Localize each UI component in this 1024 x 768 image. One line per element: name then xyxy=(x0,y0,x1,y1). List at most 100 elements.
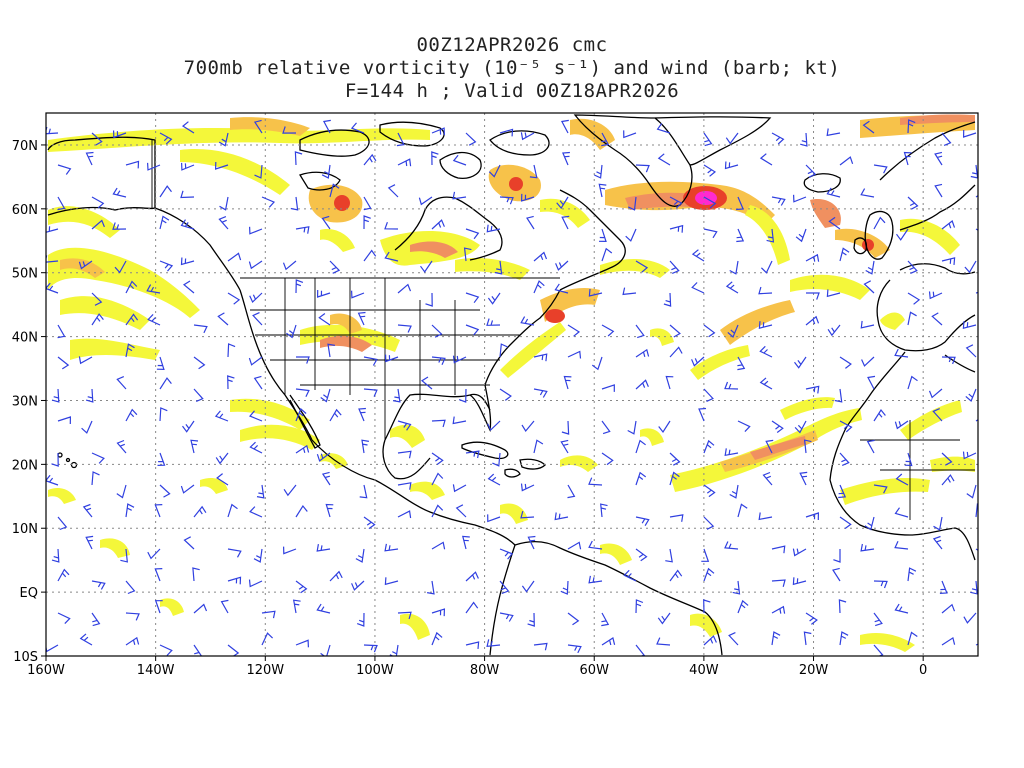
wind-barb xyxy=(392,388,401,403)
wind-barb xyxy=(384,543,399,552)
wind-barb xyxy=(601,612,610,627)
wind-barb xyxy=(635,379,649,390)
wind-barb xyxy=(941,356,956,365)
wind-barb xyxy=(320,644,331,656)
wind-barb xyxy=(214,161,229,170)
wind-barb xyxy=(941,603,956,614)
wind-barb xyxy=(183,536,195,550)
wind-barb xyxy=(294,151,303,166)
wind-barb xyxy=(227,252,242,262)
wind-barb xyxy=(828,216,841,230)
wind-barb xyxy=(159,407,168,422)
wind-barb xyxy=(567,644,582,654)
wind-barb xyxy=(703,324,716,338)
wind-barb xyxy=(657,612,671,625)
wind-barb xyxy=(125,636,140,646)
wind-barb xyxy=(431,541,446,550)
wind-barb xyxy=(125,343,135,358)
wind-barb xyxy=(384,221,399,230)
wind-barb xyxy=(962,321,977,329)
wind-barb xyxy=(863,280,875,294)
wind-barb xyxy=(492,452,501,467)
wind-barb xyxy=(931,312,943,326)
wind-barb xyxy=(214,410,229,422)
wind-barb xyxy=(792,548,807,557)
wind-barb xyxy=(253,375,263,390)
wind-barb xyxy=(125,612,140,621)
wind-barb xyxy=(486,639,501,647)
wind-barb xyxy=(561,215,570,230)
wind-barb xyxy=(894,348,909,358)
wind-barb xyxy=(561,420,570,435)
x-tick-label: 20W xyxy=(799,663,829,678)
wind-barb xyxy=(216,473,229,486)
wind-barb xyxy=(452,191,467,200)
wind-barb xyxy=(803,439,812,454)
wind-barb xyxy=(363,356,378,366)
wind-barb xyxy=(46,282,59,294)
wind-barb xyxy=(295,279,304,294)
wind-barb xyxy=(907,292,921,305)
wind-barb xyxy=(295,580,308,594)
wind-barb xyxy=(452,355,467,364)
wind-barb xyxy=(420,376,433,390)
y-tick-label: EQ xyxy=(20,586,38,601)
wind-barb xyxy=(928,291,943,300)
wind-barb xyxy=(703,164,717,177)
wind-barb xyxy=(724,161,739,170)
wind-barb xyxy=(873,408,886,422)
wind-barb xyxy=(351,290,365,299)
wind-barb xyxy=(601,452,614,466)
wind-barb xyxy=(567,350,582,359)
wind-barb xyxy=(669,471,680,486)
wind-barb xyxy=(737,356,746,371)
wind-barb xyxy=(839,156,854,166)
wind-barb xyxy=(218,132,229,147)
wind-barb xyxy=(560,119,569,134)
wind-barb xyxy=(703,388,714,402)
wind-barb xyxy=(431,608,446,617)
wind-barb xyxy=(220,599,229,614)
vorticity-shading xyxy=(48,114,975,652)
wind-barb xyxy=(396,132,405,147)
wind-barb xyxy=(431,472,444,486)
wind-barb xyxy=(839,356,852,369)
wind-barb xyxy=(316,452,331,462)
wind-barb xyxy=(431,219,445,230)
wind-barb xyxy=(91,219,105,230)
wind-barb xyxy=(499,612,514,622)
wind-barb xyxy=(321,164,331,179)
wind-barb xyxy=(635,439,646,454)
wind-barb xyxy=(635,348,650,358)
wind-barb xyxy=(431,452,444,465)
wind-barb xyxy=(598,183,607,198)
wind-barb xyxy=(455,504,467,518)
wind-barb xyxy=(873,644,884,656)
wind-barb xyxy=(193,505,207,518)
wind-barb xyxy=(295,388,310,398)
wind-barb xyxy=(560,439,569,454)
wind-barb xyxy=(554,512,569,521)
wind-barb xyxy=(701,548,710,562)
wind-barb xyxy=(759,153,773,166)
wind-barb xyxy=(635,471,647,486)
wind-barb xyxy=(91,580,106,590)
wind-barb xyxy=(125,313,139,326)
wind-barb xyxy=(737,599,749,614)
wind-barb xyxy=(656,123,671,134)
wind-barb xyxy=(282,126,297,134)
wind-barb xyxy=(860,543,875,552)
wind-barb xyxy=(805,164,817,178)
wind-barb xyxy=(771,420,784,433)
wind-barb xyxy=(567,484,576,499)
wind-barb xyxy=(838,599,847,614)
wind-barb xyxy=(669,196,683,209)
wind-barb xyxy=(903,151,912,166)
wind-barb xyxy=(157,452,166,466)
wind-barb xyxy=(252,312,263,326)
wind-barb xyxy=(560,580,569,595)
wind-barb xyxy=(760,260,773,274)
wind-barb xyxy=(865,260,875,275)
wind-barb xyxy=(600,503,608,518)
wind-barb xyxy=(907,260,918,274)
